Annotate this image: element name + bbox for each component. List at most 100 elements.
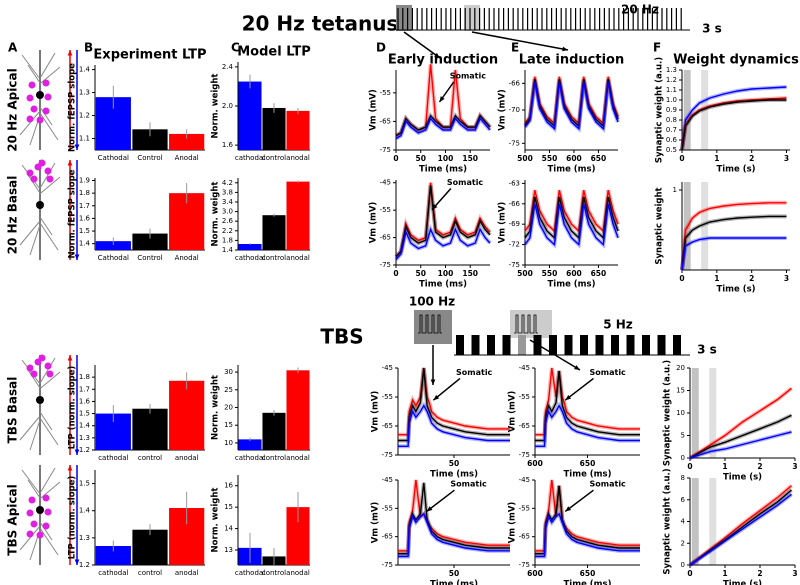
x-tick-label: 0: [679, 154, 684, 163]
bar: [238, 439, 262, 450]
x-tick-label: 3: [784, 274, 789, 283]
figure-title: 20 Hz tetanus: [242, 12, 399, 36]
synapse: [42, 107, 50, 115]
y-tick-label: 1: [673, 186, 677, 194]
dendrite: [39, 527, 59, 556]
y-tick-label: 0.5: [666, 146, 677, 154]
dendrite: [39, 112, 59, 141]
y-tick-label: -63: [509, 179, 520, 187]
y-tick-label: -72: [509, 241, 520, 249]
neuron: [19, 465, 80, 565]
y-tick-label: 10: [224, 439, 233, 447]
synapse: [44, 362, 52, 370]
synapse: [26, 94, 34, 102]
stim-window: [709, 478, 717, 565]
y-tick-label: -65: [382, 422, 393, 430]
x-tick-label: 650: [591, 269, 607, 278]
neuron: [19, 50, 80, 150]
dendrite: [19, 110, 41, 136]
x-tick-label: cathodal: [235, 569, 265, 577]
axes: 0 2 4 6 8 0 1 2 3 Synaptic weight (a.u.) Time (s): [663, 468, 798, 585]
x-tick-label: 500: [517, 154, 533, 163]
y-tick-label: 1.0: [666, 96, 677, 104]
synapse: [42, 79, 50, 87]
synapse: [44, 93, 52, 101]
chart-title: Model LTP: [237, 45, 311, 60]
bar: [262, 215, 286, 250]
dendrite: [27, 64, 41, 84]
synapse: [44, 167, 52, 175]
x-tick-label: Control: [137, 254, 162, 262]
x-axis-label: Time (ms): [564, 580, 612, 585]
y-tick-label: 4.2: [222, 179, 233, 187]
y-tick-label: -65: [382, 533, 393, 541]
theta-burst: [657, 335, 666, 355]
x-tick-label: control: [262, 154, 286, 162]
dendrite: [39, 222, 59, 251]
y-tick-label: 30: [224, 368, 233, 376]
x-tick-label: control: [138, 569, 162, 577]
arrow-head: [67, 50, 73, 56]
trace: [395, 182, 491, 258]
synapse: [46, 175, 54, 183]
y-tick-label: 1.6: [79, 397, 91, 405]
y-tick-label: 1.1: [666, 86, 677, 94]
row-label: 20 Hz Basal: [6, 176, 20, 255]
x-tick-label: cathodal: [98, 454, 128, 462]
theta-burst: [502, 335, 511, 355]
bar: [238, 244, 262, 250]
duration-label: 3 s: [697, 343, 717, 357]
synapse: [28, 496, 36, 504]
y-tick-label: 5: [681, 432, 685, 440]
x-axis-label: Time (s): [723, 473, 762, 483]
y-tick-label: 1.6: [79, 214, 91, 222]
dendrite: [39, 521, 53, 541]
y-tick-label: -55: [380, 206, 391, 214]
synapse: [28, 81, 36, 89]
bar: [286, 370, 310, 450]
y-tick-label: -75: [519, 561, 530, 569]
trace: [395, 117, 491, 140]
arrow-head: [562, 46, 568, 52]
neuron: [19, 354, 80, 455]
bar: [286, 181, 310, 250]
x-tick-label: 600: [566, 269, 582, 278]
stimulus-label: 100 Hz: [409, 295, 455, 309]
dendrite: [21, 164, 41, 190]
theta-burst: [673, 335, 681, 355]
synapse: [26, 115, 34, 123]
x-tick-label: 1: [722, 569, 727, 578]
y-tick-label: -65: [380, 234, 391, 242]
y-tick-label: 6: [681, 496, 686, 504]
x-axis-label: Time (ms): [548, 280, 596, 290]
soma: [36, 396, 44, 404]
y-axis-label: Norm. weight: [211, 182, 221, 247]
trace: [689, 414, 792, 459]
y-tick-label: 1.1: [79, 135, 90, 143]
x-tick-label: Cathodal: [98, 254, 129, 262]
axes: 0 5 10 15 20 0 1 2 3 Synaptic weight (a.u.) Time (…: [663, 360, 798, 483]
annotation: Somatic: [590, 368, 627, 377]
trace: [524, 81, 619, 131]
trace: [689, 489, 792, 566]
bar: [132, 529, 168, 565]
dendrite: [19, 525, 41, 551]
trace: [398, 482, 510, 555]
y-tick-label: 2.6: [222, 217, 234, 225]
y-tick-label: 1.8: [79, 373, 90, 381]
synapse: [30, 105, 38, 113]
y-axis-label: Synaptic weight (a.u.): [655, 57, 665, 163]
x-tick-label: 0: [393, 269, 398, 278]
y-tick-label: 0.9: [666, 106, 677, 114]
y-tick-label: 1.2: [79, 561, 90, 569]
y-tick-label: -45: [380, 179, 391, 187]
y-tick-label: 0: [681, 454, 685, 462]
arrow-head: [67, 355, 73, 361]
trace: [681, 202, 787, 271]
chart-title: Experiment LTP: [93, 48, 206, 63]
arrow-head: [439, 96, 445, 102]
y-tick-label: 1.8: [222, 236, 233, 244]
trace: [395, 185, 491, 258]
y-tick-label: 1.2: [79, 112, 90, 120]
y-tick-label: -55: [519, 504, 530, 512]
